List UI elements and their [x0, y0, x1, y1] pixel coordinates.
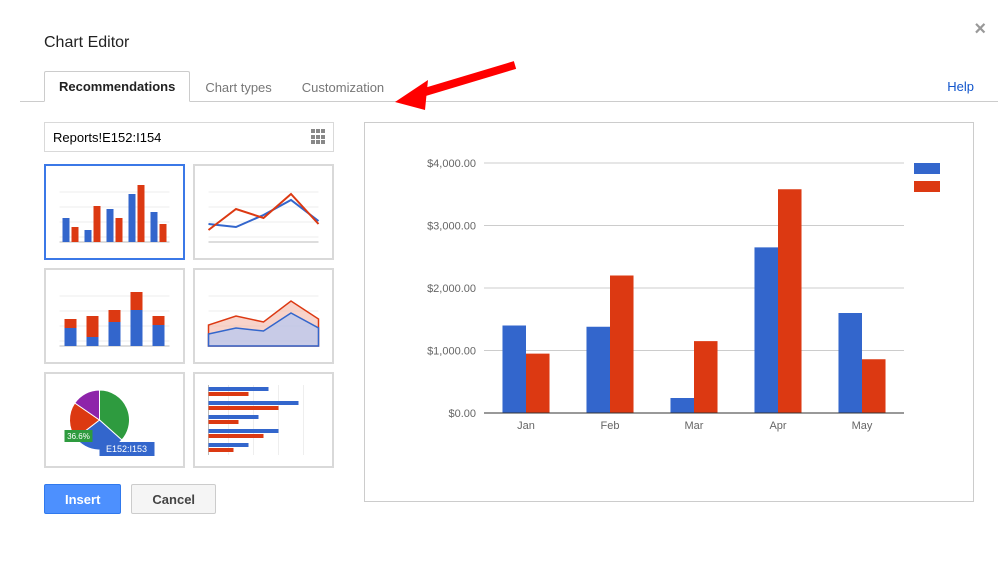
thumb-pie-svg: 36.6% E152:I153	[52, 380, 177, 460]
svg-text:$2,000.00: $2,000.00	[427, 283, 476, 295]
thumb-area[interactable]	[193, 268, 334, 364]
chart-preview: $0.00 $1,000.00 $2,000.00 $3,000.00 $4,000.0…	[364, 122, 974, 502]
svg-text:May: May	[852, 420, 873, 432]
svg-text:Jan: Jan	[517, 420, 535, 432]
svg-text:$4,000.00: $4,000.00	[427, 158, 476, 170]
left-column: 36.6% E152:I153 Insert Cancel	[44, 122, 334, 514]
main-chart-svg: $0.00 $1,000.00 $2,000.00 $3,000.00 $4,000.0…	[365, 123, 973, 501]
svg-text:36.6%: 36.6%	[67, 432, 90, 441]
data-range-row	[44, 122, 334, 152]
thumb-line-svg	[201, 172, 326, 252]
button-row: Insert Cancel	[44, 484, 334, 514]
tab-recommendations[interactable]: Recommendations	[44, 71, 190, 102]
close-icon[interactable]: ×	[974, 18, 986, 41]
dialog-title: Chart Editor	[20, 10, 998, 70]
thumb-hbar-svg	[201, 380, 326, 460]
thumb-line[interactable]	[193, 164, 334, 260]
thumb-stacked-bar[interactable]	[44, 268, 185, 364]
tab-bar: Recommendations Chart types Customizatio…	[20, 70, 998, 102]
thumb-stacked-svg	[52, 276, 177, 356]
dialog-content: 36.6% E152:I153 Insert Cancel $0.00 $1,000…	[20, 102, 998, 514]
select-range-icon[interactable]	[310, 128, 328, 146]
tab-chart-types[interactable]: Chart types	[190, 72, 286, 102]
thumbnail-grid: 36.6% E152:I153	[44, 164, 334, 468]
thumb-columned-svg	[52, 172, 177, 252]
data-range-input[interactable]	[44, 122, 334, 152]
thumb-pie[interactable]: 36.6% E152:I153	[44, 372, 185, 468]
thumb-hbar[interactable]	[193, 372, 334, 468]
svg-text:$0.00: $0.00	[448, 408, 476, 420]
svg-text:Apr: Apr	[769, 420, 786, 432]
insert-button[interactable]: Insert	[44, 484, 121, 514]
tab-customization[interactable]: Customization	[287, 72, 399, 102]
svg-text:E152:I153: E152:I153	[106, 444, 147, 454]
thumb-area-svg	[201, 276, 326, 356]
svg-text:Feb: Feb	[601, 420, 620, 432]
help-link[interactable]: Help	[947, 72, 974, 101]
svg-text:Mar: Mar	[685, 420, 704, 432]
thumb-columned-bar[interactable]	[44, 164, 185, 260]
svg-text:$1,000.00: $1,000.00	[427, 346, 476, 358]
cancel-button[interactable]: Cancel	[131, 484, 216, 514]
svg-text:$3,000.00: $3,000.00	[427, 221, 476, 233]
chart-editor-dialog: × Chart Editor Recommendations Chart typ…	[20, 10, 998, 575]
